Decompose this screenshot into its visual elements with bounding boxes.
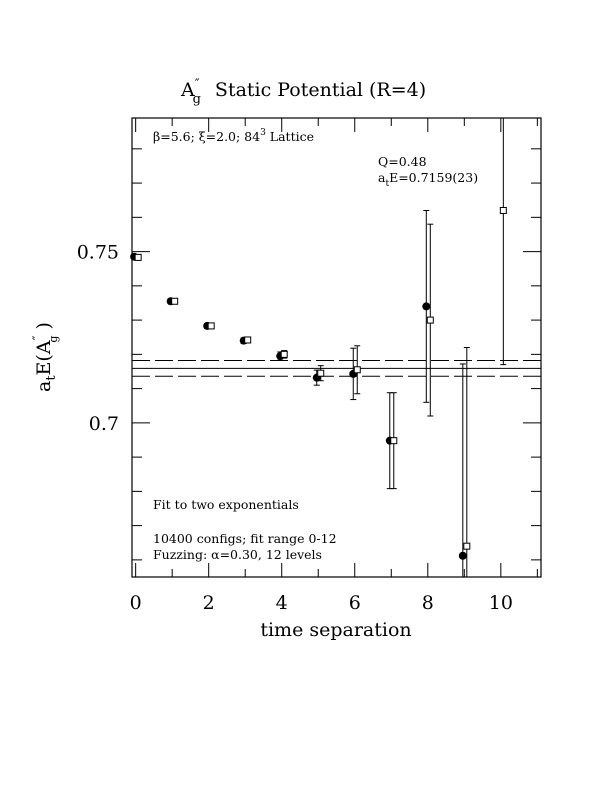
data-point-square — [317, 369, 325, 377]
fit-description: Fit to two exponentials — [153, 497, 299, 512]
data-point-circle — [458, 551, 467, 560]
data-point-square — [499, 206, 507, 214]
x-tick-label: 4 — [276, 592, 288, 614]
x-tick-label: 6 — [349, 592, 361, 614]
lattice-params-label: β=5.6; ξ=2.0; 843 Lattice — [153, 128, 314, 144]
data-point-square — [171, 297, 179, 305]
data-point-square — [207, 322, 215, 330]
data-point-circle — [422, 302, 431, 311]
x-tick-label: 0 — [130, 592, 142, 614]
chart-title: A″ g Static Potential (R=4) — [180, 77, 426, 107]
x-tick-label: 10 — [489, 592, 513, 614]
y-tick-label: 0.7 — [89, 413, 119, 435]
y-axis-label: atE(A″g ) — [31, 322, 60, 392]
axes: 0 2 4 6 8 10 0.7 0.75 — [77, 117, 542, 614]
data-point-square — [280, 350, 288, 358]
x-axis-label: time separation — [260, 619, 411, 641]
y-tick-label: 0.75 — [77, 242, 119, 264]
plot-frame — [131, 117, 542, 578]
data-point-square — [390, 437, 398, 445]
configs-label: 10400 configs; fit range 0-12 — [153, 531, 337, 546]
data-point-square — [244, 336, 252, 344]
energy-fit-label: atE=0.7159(23) — [378, 170, 478, 189]
x-tick-label: 8 — [422, 592, 434, 614]
data-point-square — [426, 316, 434, 324]
fuzzing-label: Fuzzing: α=0.30, 12 levels — [153, 547, 322, 562]
data-point-square — [134, 253, 142, 261]
x-tick-label: 2 — [203, 592, 215, 614]
data-point-square — [353, 366, 361, 374]
q-value-label: Q=0.48 — [378, 154, 427, 169]
data-point-square — [463, 542, 471, 550]
fit-band — [132, 360, 541, 377]
